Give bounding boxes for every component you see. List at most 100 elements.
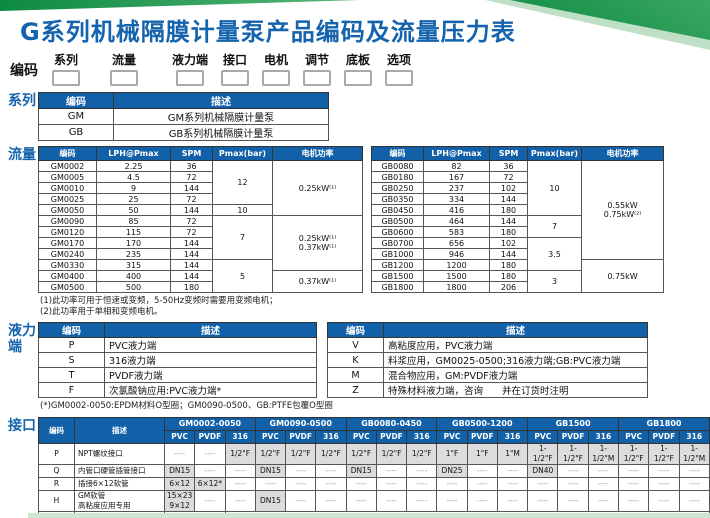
- coding-item: 系列: [52, 51, 80, 86]
- value-cell: ----: [466, 476, 498, 491]
- hydraulic-label: 液力端: [8, 323, 36, 356]
- code-cell: P: [38, 442, 75, 465]
- table-row: GB0600 583 180: [371, 226, 664, 238]
- value-cell: ----: [194, 442, 226, 465]
- group-header: GB0080-0450: [345, 416, 438, 431]
- value-cell: 500: [96, 281, 171, 293]
- table-row: Z 特殊材料液力端，咨询 并在订货时注明: [327, 382, 648, 399]
- code-cell: V: [327, 337, 384, 354]
- code-cell: GB1000: [371, 248, 424, 260]
- value-cell: ----: [375, 463, 408, 478]
- coding-item-label: 底板: [346, 53, 371, 67]
- desc-cell: GM软管 高粘度应用专用: [74, 489, 165, 512]
- value-cell: ----: [163, 442, 196, 465]
- value-cell: 1200: [423, 259, 490, 271]
- value-cell: 72: [170, 226, 213, 238]
- table-row: K 料浆应用，GM0025-0500;316液力端;GB:PVC液力端: [327, 352, 648, 369]
- value-cell: ----: [285, 489, 317, 512]
- code-cell: Q: [38, 463, 75, 478]
- flow-section: 流量 编码 LPH@Pmax SPM Pmax(bar) 电机功率 GM0002 2.25…: [8, 146, 710, 317]
- value-cell: DN40: [527, 463, 559, 478]
- material-header: PVDF: [285, 429, 317, 444]
- material-header: 316: [406, 429, 438, 444]
- group-header: GB0500-1200: [436, 416, 529, 431]
- hydraulic-table-right: 编码 描述 V 高粘度应用，PVC液力端 K 料浆应用，GM0025-0500;316液…: [327, 322, 648, 399]
- value-cell: 235: [96, 248, 171, 260]
- desc-cell: GM系列机械隔膜计量泵: [113, 108, 329, 125]
- flow-table-gb: 编码 LPH@Pmax SPM Pmax(bar) 电机功率 GB0080 82 36 10 0…: [371, 146, 664, 293]
- material-header: PVC: [527, 429, 559, 444]
- value-cell: ----: [224, 463, 256, 478]
- pmax-cell: 5: [212, 259, 273, 293]
- value-cell: ----: [557, 463, 589, 478]
- material-header: 316: [678, 429, 710, 444]
- value-cell: 180: [170, 281, 213, 293]
- value-cell: ----: [406, 463, 438, 478]
- pmax-cell: 10: [527, 160, 582, 216]
- code-cell: GM0170: [38, 237, 97, 249]
- coding-checkbox: [385, 70, 414, 86]
- value-cell: 583: [423, 226, 490, 238]
- coding-item-label: 选项: [387, 53, 412, 67]
- code-cell: T: [38, 367, 105, 384]
- table-row: GB0700 656 102 3.5: [371, 237, 664, 271]
- table-row: GM GM系列机械隔膜计量泵: [38, 108, 329, 125]
- coding-item: 选项: [385, 51, 414, 86]
- table-row: GB1200 1200 180 0.75kW: [371, 259, 664, 293]
- value-cell: 167: [423, 171, 490, 183]
- value-cell: 180: [489, 270, 528, 282]
- value-cell: ----: [375, 476, 408, 491]
- pmax-cell: 7: [527, 215, 582, 238]
- code-cell: Z: [327, 382, 384, 399]
- value-cell: 416: [423, 204, 490, 216]
- value-cell: 36: [489, 160, 528, 172]
- value-cell: 1500: [423, 270, 490, 282]
- value-cell: ----: [285, 476, 317, 491]
- coding-item-label: 流量: [111, 53, 136, 67]
- group-header: GB1500: [527, 416, 619, 431]
- hydraulic-note: (*)GM0002-0050:EPDM材料O型圈；GM0090-0500、GB:…: [40, 401, 333, 412]
- value-cell: DN15: [345, 463, 377, 478]
- table-row: GB1500 1500 180 3: [371, 270, 664, 293]
- code-cell: K: [327, 352, 384, 369]
- desc-cell: PVC液力端: [104, 337, 317, 354]
- desc-cell: 插接6×12软管: [74, 476, 165, 491]
- value-cell: ----: [285, 463, 317, 478]
- value-cell: ----: [315, 489, 347, 512]
- value-cell: 1/2"F: [315, 442, 347, 465]
- material-header: PVDF: [466, 429, 498, 444]
- desc-cell: GB系列机械隔膜计量泵: [113, 124, 329, 141]
- code-cell: F: [38, 382, 105, 399]
- value-cell: 72: [170, 171, 213, 183]
- desc-cell: NPT螺纹接口: [74, 442, 165, 465]
- table-row: GM0002 2.25 36 12 0.25kW⁽¹⁾: [38, 160, 363, 216]
- code-cell: GB0180: [371, 171, 424, 183]
- value-cell: 1/2"F: [406, 442, 438, 465]
- coding-item-label: 调节: [305, 53, 330, 67]
- value-cell: DN15: [254, 489, 287, 512]
- power-cell: 0.25kW⁽¹⁾ 0.37kW⁽¹⁾: [272, 215, 363, 271]
- table-row: GB0350 334 144: [371, 193, 664, 205]
- table-row: P NPT螺纹接口 ---- ---- 1/2"F 1/2"F 1/2"F 1/2"F 1/2"…: [38, 442, 710, 465]
- value-cell: 144: [489, 215, 528, 227]
- top-left-green-band: [0, 0, 360, 11]
- value-cell: ----: [617, 489, 650, 512]
- code-cell: R: [38, 476, 75, 491]
- table-row: F 次氯酸钠应用:PVC液力端*: [38, 382, 317, 399]
- value-cell: 180: [489, 204, 528, 216]
- bottom-green-strip: [28, 513, 710, 518]
- column-header: 编码: [38, 146, 97, 161]
- value-cell: 72: [489, 171, 528, 183]
- hydraulic-left-header-row: 编码 描述: [38, 322, 317, 339]
- code-cell: GM: [38, 108, 114, 125]
- value-cell: 1-1/2"F: [648, 442, 680, 465]
- value-cell: 170: [96, 237, 171, 249]
- column-header: SPM: [489, 146, 528, 161]
- value-cell: ----: [678, 489, 710, 512]
- table-row: GB0080 82 36 10 0.55kW 0.75kW⁽²⁾: [371, 160, 664, 260]
- table-row: Q 内管口硬管插管接口 DN15 ---- ---- DN15 ---- ---- DN15 --…: [38, 463, 710, 478]
- code-cell: H: [38, 489, 75, 512]
- code-cell: GB0080: [371, 160, 424, 172]
- coding-item-label: 接口: [223, 53, 248, 67]
- material-header: 316: [587, 429, 619, 444]
